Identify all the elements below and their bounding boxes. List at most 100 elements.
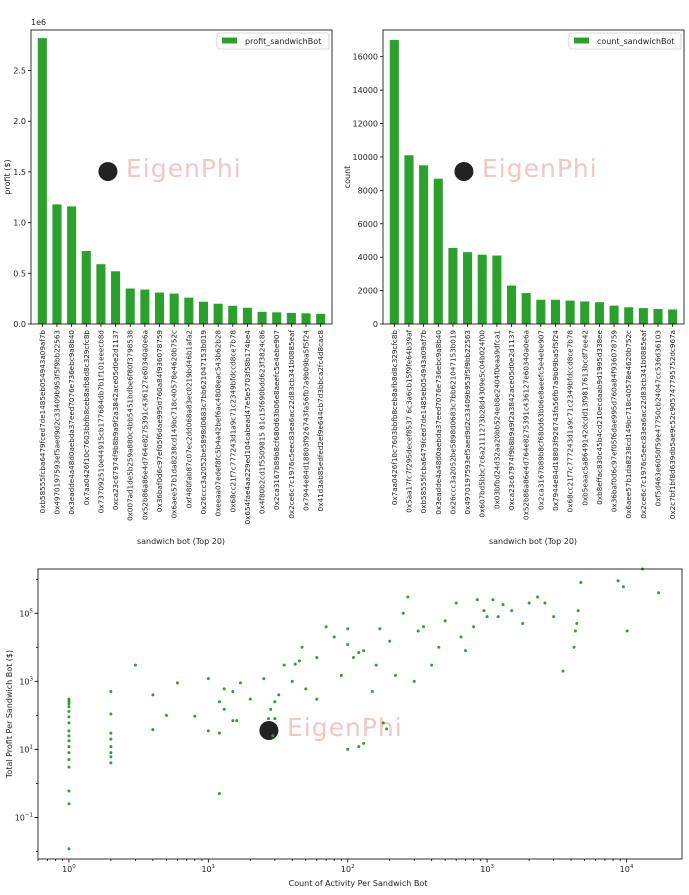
x-tick-label: 0x5aa17fc7f295decef8537 6c3a6cb15f9fe64b… xyxy=(404,330,413,513)
scatter-point xyxy=(67,758,71,762)
x-tick-label: 0xf480fab87c07ec2dd068a83ec0219bd46b1afa… xyxy=(184,330,193,508)
scatter-point xyxy=(67,721,71,725)
scatter-point xyxy=(67,702,71,706)
x-tick-label: 0xb58555fcba6479fced7de1485eb054943a09af… xyxy=(419,330,428,514)
watermark-logo-icon: ● xyxy=(97,155,119,184)
scatter-point xyxy=(67,847,71,851)
bar xyxy=(154,292,165,324)
scatter-point xyxy=(300,645,304,649)
x-tick-label: 100 xyxy=(62,864,76,874)
bar xyxy=(286,312,296,324)
y-tick-label: 1.0 xyxy=(13,219,26,228)
bar xyxy=(550,299,561,324)
scatter-point xyxy=(269,707,273,711)
scatter-point xyxy=(657,591,661,595)
scatter-point xyxy=(271,734,275,738)
x-tick-label: 0x7aa0426f10c7603bbfb8ceb8afb8d8c329cfc8… xyxy=(82,330,91,506)
plot-frame xyxy=(382,29,685,325)
watermark-logo-icon: ● xyxy=(258,714,280,743)
bar xyxy=(624,307,634,324)
scatter-point xyxy=(109,761,113,765)
y-axis-title: count xyxy=(343,166,352,189)
scatter-point xyxy=(346,627,350,631)
bar xyxy=(463,252,473,324)
scatter-point xyxy=(332,635,336,639)
x-tick-label: 0x2ce6c7c1976c5eec83ea6ac22d83cb341b0885… xyxy=(287,330,296,519)
scatter-point xyxy=(67,765,71,769)
bar xyxy=(448,247,458,324)
scatter-point xyxy=(416,629,420,633)
x-tick-label: 0x6aee57b1da8238cd149bc718c40578e4620b75… xyxy=(170,330,179,518)
x-tick-label: 102 xyxy=(341,864,355,874)
bar xyxy=(81,251,91,324)
scatter-point xyxy=(378,627,382,631)
scatter-point xyxy=(67,789,71,793)
scatter-point xyxy=(217,700,221,704)
scatter-point xyxy=(67,729,71,733)
x-tick-label: 0x2ca3167b89b8cf680d63b06e8aeefc5e4ebe90… xyxy=(272,330,281,510)
y-tick-label: 6000 xyxy=(358,220,378,229)
scatter-point xyxy=(357,745,361,749)
y-tick-label: 12000 xyxy=(353,120,378,129)
scatter-point xyxy=(175,681,179,685)
scatter-point xyxy=(217,731,221,735)
x-tick-label: 101 xyxy=(201,864,215,874)
legend-label: count_sandwichBot xyxy=(597,37,675,46)
y-tick-label: 14000 xyxy=(353,86,378,95)
scatter-point xyxy=(339,673,343,677)
x-tick-label: 0xb58555fcba6479fced7de1485eb054943a09af… xyxy=(38,330,47,514)
scatter-point xyxy=(412,679,416,683)
scatter-point xyxy=(422,625,426,629)
scatter-point xyxy=(496,615,500,619)
x-tick-label: 0xca23c67974f9b8b9a9f2a3842ace05d0e2d113… xyxy=(111,330,120,510)
y-tick-label: 4000 xyxy=(358,253,378,262)
x-tick-label: 0x2ce6c7c1976c5eec83ea6ac22d83cb341b0885… xyxy=(639,330,648,519)
y-tick-label: 2.0 xyxy=(13,117,26,126)
scatter-point xyxy=(475,598,479,602)
x-tick-label: 0x737092510e44915cb177684db7b1f101eeecb8… xyxy=(96,330,105,513)
scatter-point xyxy=(437,645,441,649)
bar xyxy=(506,285,517,324)
scatter-point xyxy=(206,677,210,681)
x-tick-label: 0x68cc21f7c777243d1a9c71c2349bfdccd8ce7b… xyxy=(228,330,237,513)
watermark-text: EigenPhi xyxy=(482,154,598,183)
scatter-point xyxy=(362,741,366,745)
scatter-point xyxy=(388,639,392,643)
offset-text: 1e6 xyxy=(31,18,46,27)
scatter-point xyxy=(109,737,113,741)
scatter-point xyxy=(472,625,476,629)
bar xyxy=(301,313,311,324)
scatter-point xyxy=(459,635,463,639)
y-tick-label: 0.0 xyxy=(13,320,26,329)
y-axis-title: Total Profit Per Sandwich Bot ($) xyxy=(5,650,14,779)
watermark-logo-icon: ● xyxy=(453,155,475,184)
x-tick-label: 0x52b86a86e4d764e8275391c436127e60340a0e… xyxy=(522,330,531,520)
x-tick-label: 0xca23c67974f9b8b9a9f2a3842ace05d0e2d113… xyxy=(507,330,516,510)
scatter-point xyxy=(443,619,447,623)
x-tick-label: 0x2c7bf1bf8d639db5ae9c52c905747795752dc9… xyxy=(668,330,677,519)
y-tick-label: 10−1 xyxy=(15,812,33,822)
scatter-point xyxy=(575,622,579,626)
bar xyxy=(272,312,282,324)
bar xyxy=(536,299,546,324)
bar xyxy=(111,271,121,324)
watermark-text: EigenPhi xyxy=(287,713,403,742)
bar xyxy=(433,178,443,324)
scatter-point xyxy=(521,622,525,626)
bar xyxy=(140,289,150,324)
scatter-point xyxy=(304,687,308,691)
scatter-point xyxy=(67,751,71,755)
x-tick-label: 0x52b86a86e4d764e8275391c436127e60340a0e… xyxy=(140,330,149,520)
x-tick-label: 0xf5d463e6050f59e47750cb24047cc536d36103 xyxy=(654,330,663,506)
bar xyxy=(242,307,252,324)
scatter-point xyxy=(109,712,113,716)
x-tick-label: 104 xyxy=(620,864,634,874)
bar xyxy=(37,38,47,325)
x-tick-label: 0x36baf0d6c97ef05f6dae995d760a84f9360787… xyxy=(155,330,164,513)
scatter-point xyxy=(231,690,235,694)
scatter-point xyxy=(297,659,301,663)
scatter-point xyxy=(151,693,155,697)
x-tick-label: 0x4f80b2cd1f5509815 81c15f690bdd623f3824… xyxy=(258,330,267,514)
scatter-point xyxy=(573,629,577,633)
scatter-point xyxy=(231,719,235,723)
